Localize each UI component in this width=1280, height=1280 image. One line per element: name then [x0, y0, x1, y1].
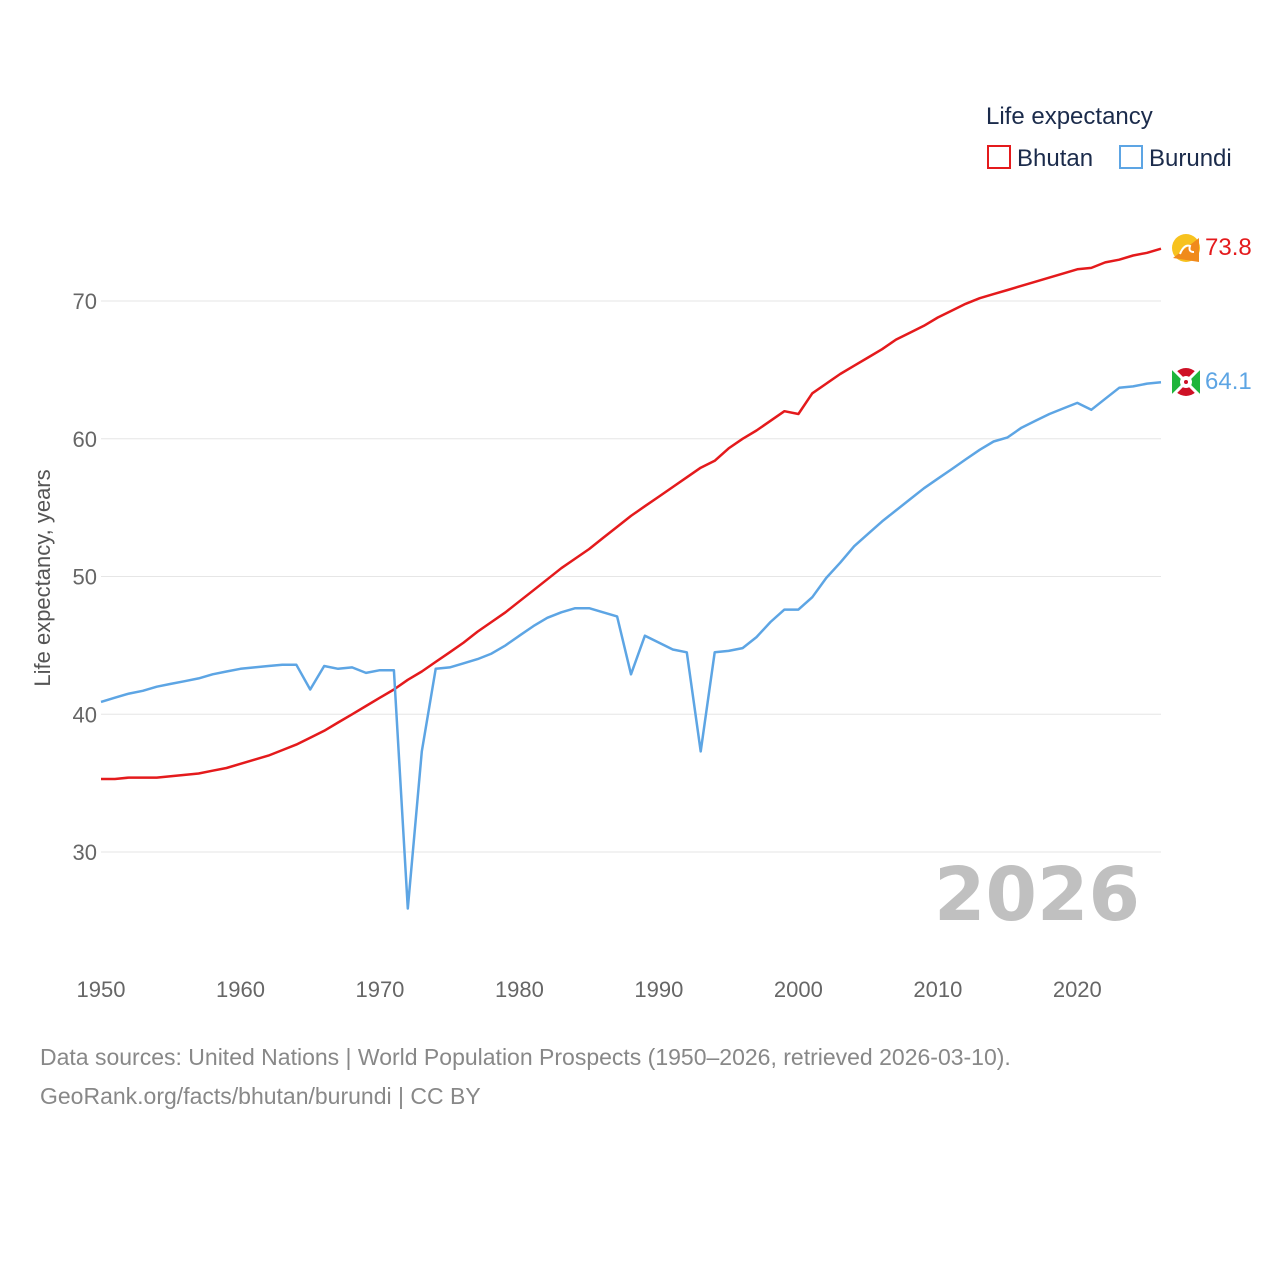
y-axis-ticks: 30 40 50 60 70 [73, 289, 97, 865]
x-tick-2010: 2010 [913, 977, 962, 1002]
bhutan-flag-icon [1172, 234, 1200, 262]
legend-label-burundi[interactable]: Burundi [1149, 145, 1232, 172]
x-axis-ticks: 1950 1960 1970 1980 1990 2000 2010 2020 [77, 977, 1102, 1002]
y-tick-30: 30 [73, 840, 97, 865]
series-line-bhutan [101, 247, 1162, 781]
y-tick-50: 50 [73, 565, 97, 590]
x-tick-2000: 2000 [774, 977, 823, 1002]
burundi-flag-icon [1171, 367, 1201, 397]
gridlines [101, 300, 1161, 853]
legend-swatch-burundi[interactable] [1119, 145, 1143, 169]
y-tick-40: 40 [73, 702, 97, 727]
x-tick-1980: 1980 [495, 977, 544, 1002]
bhutan-end-value: 73.8 [1205, 234, 1252, 261]
legend-title: Life expectancy [986, 103, 1153, 130]
burundi-end-value: 64.1 [1205, 368, 1252, 395]
series-lines [100, 247, 1162, 910]
footer-attribution: GeoRank.org/facts/bhutan/burundi | CC BY [40, 1083, 481, 1109]
footer-sources: Data sources: United Nations | World Pop… [40, 1044, 1011, 1070]
legend: Life expectancy Bhutan Burundi [986, 103, 1232, 172]
legend-label-bhutan[interactable]: Bhutan [1017, 145, 1093, 172]
y-axis-label: Life expectancy, years [30, 469, 55, 686]
x-tick-1970: 1970 [355, 977, 404, 1002]
y-tick-60: 60 [73, 427, 97, 452]
x-tick-1950: 1950 [77, 977, 126, 1002]
legend-swatch-bhutan[interactable] [987, 145, 1011, 169]
year-watermark: 2026 [934, 852, 1140, 938]
x-tick-1960: 1960 [216, 977, 265, 1002]
x-tick-2020: 2020 [1053, 977, 1102, 1002]
y-tick-70: 70 [73, 289, 97, 314]
series-line-burundi [100, 381, 1162, 910]
x-tick-1990: 1990 [634, 977, 683, 1002]
